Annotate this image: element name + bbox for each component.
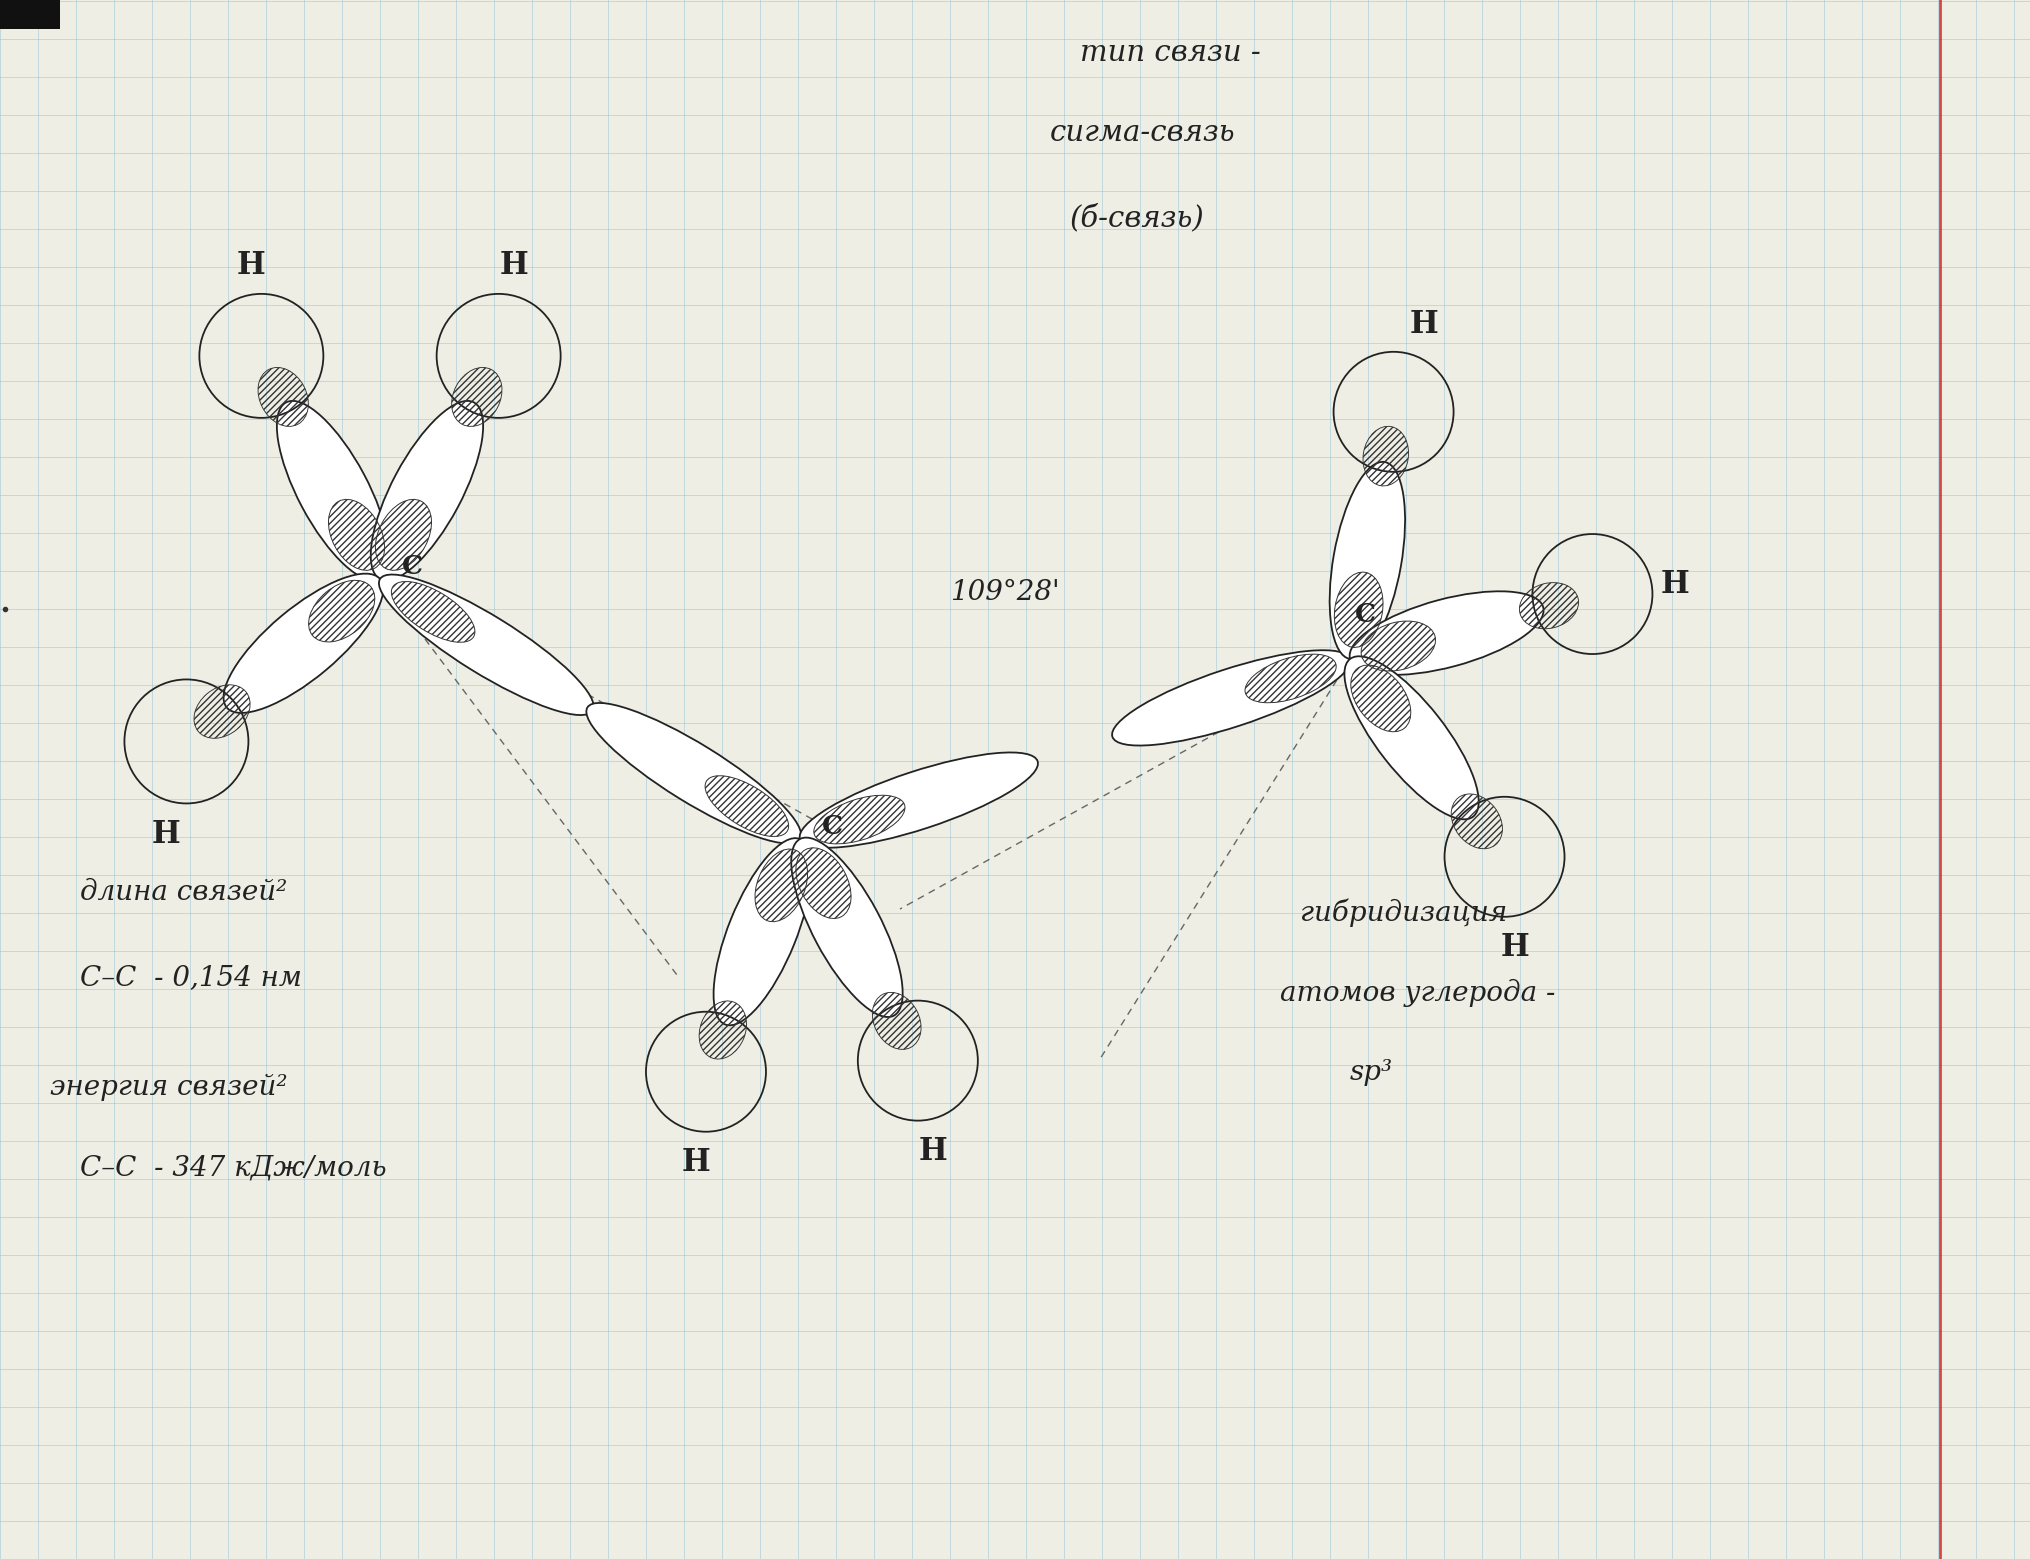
Ellipse shape <box>713 839 812 1026</box>
Ellipse shape <box>276 401 390 580</box>
Ellipse shape <box>371 401 483 580</box>
Text: H: H <box>152 820 181 850</box>
Text: H: H <box>1409 309 1437 340</box>
Text: C: C <box>822 814 842 839</box>
Text: H: H <box>682 1147 710 1177</box>
Text: С–С  - 0,154 нм: С–С - 0,154 нм <box>79 963 302 992</box>
Ellipse shape <box>587 703 800 843</box>
Text: (б-связь): (б-связь) <box>1070 204 1204 232</box>
Polygon shape <box>0 0 61 30</box>
Ellipse shape <box>1330 461 1405 659</box>
Ellipse shape <box>1112 650 1350 745</box>
Text: H: H <box>918 1135 946 1166</box>
Ellipse shape <box>800 753 1037 848</box>
Text: С–С  - 347 кДж/моль: С–С - 347 кДж/моль <box>79 1154 386 1182</box>
Ellipse shape <box>1350 591 1543 675</box>
Text: тип связи -: тип связи - <box>1080 39 1261 67</box>
Text: H: H <box>1500 932 1529 963</box>
Ellipse shape <box>1344 656 1478 820</box>
Ellipse shape <box>380 575 593 716</box>
Ellipse shape <box>223 574 384 712</box>
Text: сигма-связь: сигма-связь <box>1050 118 1234 147</box>
Ellipse shape <box>792 837 901 1016</box>
Text: C: C <box>402 555 422 580</box>
Text: H: H <box>1661 569 1689 600</box>
Text: C: C <box>1354 602 1374 627</box>
Text: sp³: sp³ <box>1350 1059 1393 1087</box>
Text: H: H <box>499 249 528 281</box>
Text: H: H <box>238 249 266 281</box>
Text: энергия связей²: энергия связей² <box>51 1074 288 1101</box>
Text: гибридизация: гибридизация <box>1299 900 1506 928</box>
Text: атомов углерода -: атомов углерода - <box>1279 979 1555 1007</box>
Text: 109°28': 109°28' <box>950 578 1060 606</box>
Text: длина связей²: длина связей² <box>79 879 286 906</box>
